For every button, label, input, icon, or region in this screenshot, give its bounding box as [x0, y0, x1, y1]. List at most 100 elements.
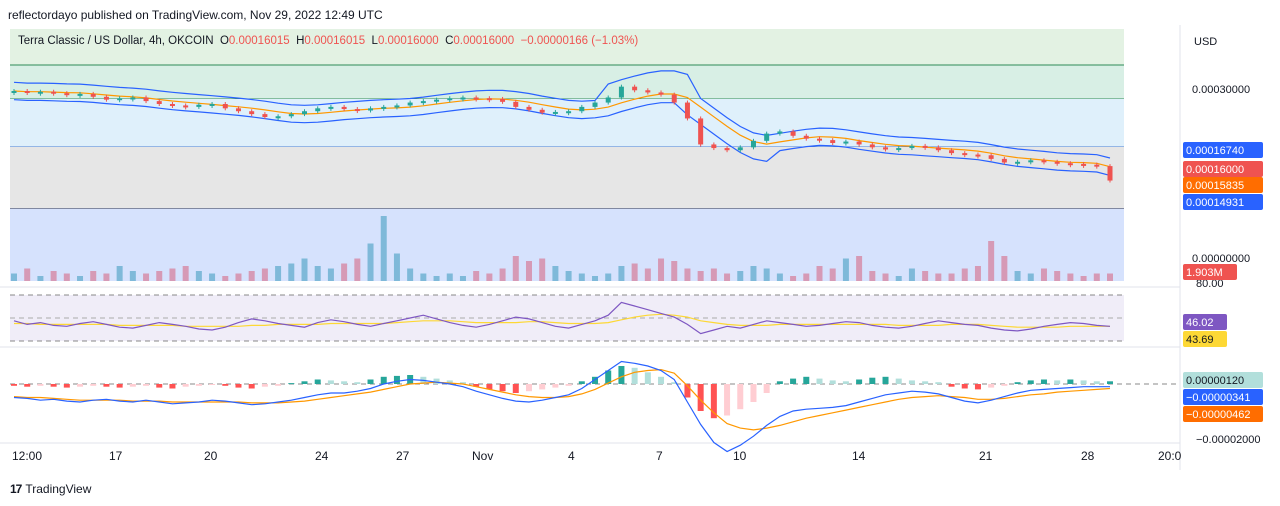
axes: USD 0.00030000 0.00000000 80.00 −0.00002000 0… — [12, 36, 1263, 463]
candle-body — [618, 86, 624, 98]
price-tick: 0.00000000 — [1192, 253, 1250, 265]
macd-hist-bar — [856, 379, 863, 384]
candle-body — [579, 106, 585, 112]
volume-bar — [407, 268, 414, 281]
macd-signal-line — [13, 368, 1111, 431]
candle-body — [724, 148, 730, 151]
volume-bar — [1014, 271, 1021, 281]
volume-bar — [1107, 273, 1113, 281]
candle-body — [169, 104, 175, 106]
macd-hist-bar — [750, 384, 757, 402]
macd-hist-bar — [50, 384, 57, 387]
symbol-name[interactable]: Terra Classic / US Dollar, 4h, OKCOIN — [18, 35, 214, 47]
macd-signal-label-bg — [1183, 406, 1263, 422]
macd-hist-bar — [578, 381, 585, 384]
macd-hist-bar — [209, 384, 216, 385]
candle-body — [249, 111, 255, 115]
macd-hist-bar — [499, 384, 506, 392]
macd-hist-bar — [776, 381, 783, 384]
rsi-line — [13, 301, 1111, 335]
volume-bar — [288, 263, 295, 281]
macd-hist-bar — [195, 384, 202, 386]
volume-bar — [367, 243, 374, 281]
candle-body — [632, 86, 638, 91]
macd-hist-bar — [895, 378, 902, 384]
candle-body — [64, 93, 70, 96]
macd-tick: −0.00002000 — [1196, 434, 1261, 446]
macd-hist-bar — [882, 376, 889, 384]
candle-body — [103, 96, 109, 100]
macd-hist-bar — [393, 375, 400, 384]
macd-hist-bar — [156, 384, 163, 388]
volume-bar — [459, 276, 466, 281]
price-label: 0.00015835 — [1186, 180, 1244, 192]
candle-body — [935, 147, 941, 151]
rsi-tick: 80.00 — [1196, 278, 1224, 290]
volume-bar — [948, 273, 955, 281]
open-label: O — [219, 35, 229, 47]
chart-svg[interactable]: USD 0.00030000 0.00000000 80.00 −0.00002000 0… — [0, 25, 1280, 470]
candle-body — [196, 104, 202, 107]
candle-body — [764, 133, 770, 141]
candle-body — [117, 98, 123, 101]
volume-bar — [209, 273, 216, 281]
candle-body — [235, 108, 241, 112]
ohlc-legend: Terra Classic / US Dollar, 4h, OKCOIN O0… — [18, 35, 638, 47]
volume-bar — [908, 268, 915, 281]
volume-bar — [420, 273, 427, 281]
volume-bar — [592, 276, 599, 281]
high-label: H — [296, 35, 305, 47]
low-value: 0.00016000 — [377, 35, 439, 47]
volume-bar — [341, 263, 348, 281]
volume-bar — [499, 268, 506, 281]
price-label-bg — [1183, 177, 1263, 193]
macd-value-label: −0.00000341 — [1186, 392, 1251, 404]
macd-hist-bar — [618, 366, 625, 384]
volume-bar — [578, 273, 585, 281]
candle-body — [790, 131, 796, 136]
macd-hist-bar — [908, 380, 915, 384]
macd-hist-bar — [367, 379, 374, 384]
chart-area[interactable]: USD 0.00030000 0.00000000 80.00 −0.00002000 0… — [0, 25, 1280, 470]
bb-lower-line — [13, 99, 1111, 176]
time-tick: 17 — [109, 449, 123, 463]
macd-hist-bar — [658, 376, 665, 384]
candle-body — [1081, 163, 1087, 166]
macd-hist-bar — [816, 378, 823, 384]
macd-hist-bar — [1054, 380, 1061, 384]
candle-body — [209, 104, 215, 106]
candle-body — [566, 111, 572, 114]
candle-body — [962, 153, 968, 156]
macd-hist-bar — [948, 384, 955, 387]
volume-bar — [935, 273, 942, 281]
candle-body — [1067, 163, 1073, 166]
footer[interactable]: 17 TradingView — [10, 482, 91, 496]
macd-hist-bar — [644, 372, 651, 384]
candle-body — [843, 141, 849, 144]
macd-hist-label-bg — [1183, 372, 1263, 388]
candle-body — [354, 109, 360, 112]
candle-body — [11, 91, 17, 93]
candle-body — [156, 101, 162, 104]
volume-bar — [90, 271, 97, 281]
volume-bar — [248, 271, 255, 281]
volume-bar — [486, 273, 493, 281]
macd-hist-bar — [169, 384, 176, 389]
open-value: 0.00016015 — [228, 35, 290, 47]
macd-plot — [11, 360, 1113, 453]
band-volume — [10, 209, 1124, 281]
close-value: 0.00016000 — [453, 35, 515, 47]
candle-body — [341, 106, 347, 110]
volume-bar — [671, 261, 678, 281]
volume-bar — [988, 241, 995, 281]
macd-hist-bar — [288, 383, 295, 385]
time-tick: 24 — [315, 449, 329, 463]
volume-label: 1.903M — [1186, 267, 1223, 279]
candle-body — [407, 102, 413, 106]
candle-body — [539, 109, 545, 113]
tradingview-logo-icon: 17 — [10, 482, 22, 496]
candle-body — [1001, 158, 1007, 163]
candle-body — [513, 101, 519, 107]
volume-bar — [803, 273, 810, 281]
bb-upper-line — [13, 70, 1111, 159]
